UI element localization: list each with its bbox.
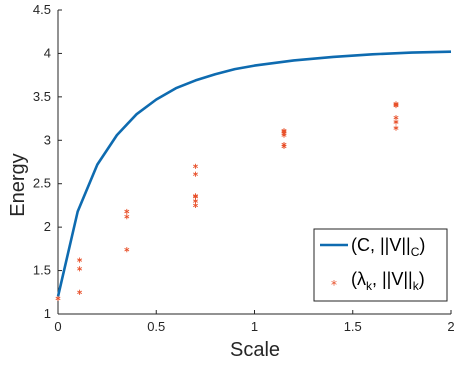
scatter-point	[393, 115, 399, 121]
scatter-point	[124, 208, 130, 215]
x-tick-label: 0	[54, 319, 61, 334]
legend-points-label: (λk, ||V||k)	[351, 269, 425, 293]
scatter-point	[124, 214, 130, 220]
y-tick-label: 3	[44, 132, 51, 147]
y-tick-label: 4.5	[33, 2, 51, 17]
scatter-point	[193, 163, 198, 169]
legend-points-swatch: *	[331, 278, 337, 292]
scatter-point	[281, 142, 287, 148]
energy-curve-line	[56, 50, 452, 297]
scatter-point	[393, 125, 399, 131]
scatter-point	[193, 198, 198, 204]
scatter-point	[124, 247, 130, 253]
x-tick-label: 1.5	[344, 319, 362, 334]
y-tick-label: 4	[44, 45, 51, 60]
legend: (C, ||V||C) * (λk, ||V||k)	[313, 228, 448, 302]
y-tick-label: 2.5	[33, 176, 51, 191]
y-tick-label: 1.5	[33, 263, 51, 278]
scatter-point	[193, 171, 198, 177]
legend-curve-label: (C, ||V||C)	[351, 235, 425, 259]
y-axis-label: Energy	[7, 153, 29, 216]
y-tick-label: 1	[44, 306, 51, 321]
scatter-point	[77, 257, 83, 263]
x-axis-label: Scale	[230, 339, 280, 361]
scatter-point	[193, 193, 198, 199]
legend-box	[313, 228, 448, 302]
scatter-point	[281, 128, 287, 134]
scatter-point	[77, 289, 83, 295]
x-tick-label: 2	[447, 319, 454, 334]
x-tick-label: 0.5	[147, 319, 165, 334]
scatter-point	[77, 266, 83, 272]
x-tick-label: 1	[251, 319, 258, 334]
scatter-point	[55, 295, 61, 301]
scatter-point	[393, 101, 399, 107]
y-tick-label: 3.5	[33, 89, 51, 104]
axes: 0 0.5 1 1.5 2 1 1.5 2 2.5 3 3.5 4 4.5	[33, 2, 454, 334]
y-tick-label: 2	[44, 219, 51, 234]
plot-area	[55, 50, 452, 301]
